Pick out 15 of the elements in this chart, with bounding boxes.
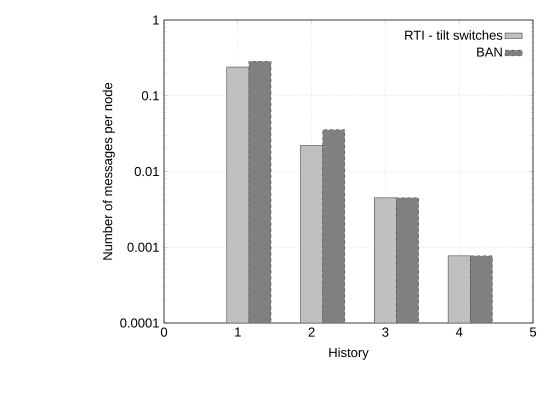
x-tick-label: 5	[530, 328, 536, 337]
x-tick-label: 0	[160, 328, 168, 337]
x-axis-title: History	[329, 348, 369, 360]
x-tick-label: 4	[456, 328, 462, 336]
y-tick-label: 0.1	[142, 91, 159, 100]
y-tick-label: 1	[153, 16, 159, 24]
y-tick-label: 0.001	[127, 242, 159, 252]
legend-label: RTI - tilt switches	[405, 30, 502, 40]
x-tick-label: 1	[235, 328, 241, 336]
legend-label: BAN	[477, 48, 502, 57]
y-tick-label: 0.01	[134, 166, 159, 176]
y-axis-title: Number of messages per node	[102, 82, 115, 260]
x-tick-label: 2	[308, 328, 315, 337]
x-tick-label: 3	[382, 328, 388, 337]
y-tick-label: 0.0001	[120, 318, 159, 328]
